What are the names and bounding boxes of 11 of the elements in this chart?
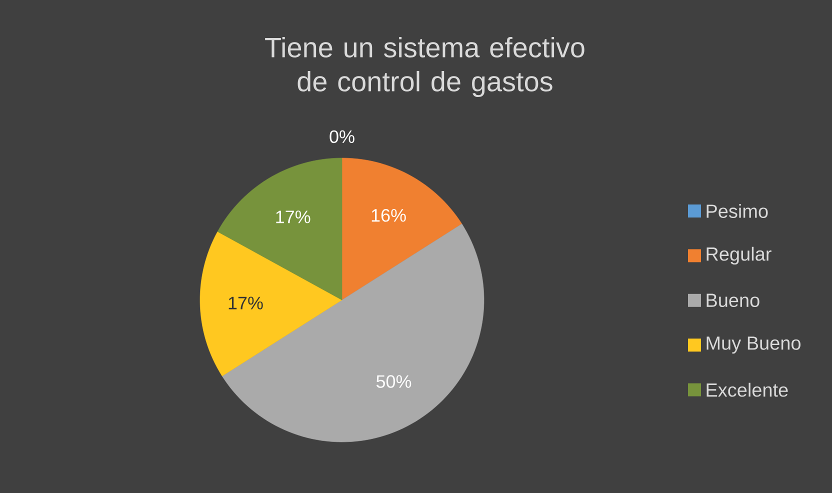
data-label: 50%	[376, 375, 412, 388]
legend-label: Excelente	[706, 382, 788, 397]
data-label: 17%	[228, 296, 263, 310]
text: 0%	[330, 130, 354, 144]
legend-label: Muy Bueno	[706, 336, 800, 354]
legend-label: Bueno	[706, 294, 760, 308]
data-label: 16%	[372, 209, 406, 222]
data-label: 17%	[276, 210, 310, 224]
chart-title: Tiene un sistema efectivo de control de gastos	[265, 36, 584, 98]
legend-label: Regular	[706, 246, 772, 265]
legend-label: Pesimo	[706, 204, 768, 218]
